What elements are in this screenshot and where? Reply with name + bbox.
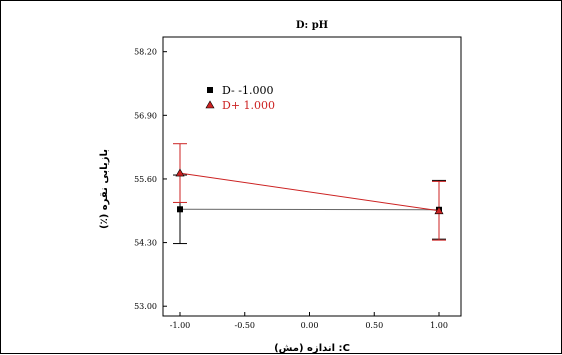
series-line (180, 173, 439, 211)
series-d-minus (173, 175, 446, 244)
legend-item: D+ 1.000 (206, 99, 275, 112)
x-tick-label: 0.00 (301, 321, 319, 330)
x-tick-label: 0.50 (365, 321, 383, 330)
chart-title: D: pH (296, 20, 328, 31)
x-axis-title: C: اندازه (مش) (274, 343, 350, 354)
y-tick-label: 56.90 (134, 111, 157, 120)
data-point (177, 206, 183, 212)
legend-label: D- -1.000 (222, 84, 273, 97)
data-point (176, 169, 184, 176)
y-tick-label: 55.60 (134, 175, 157, 184)
legend: D- -1.000 D+ 1.000 (206, 84, 275, 112)
series-layer (173, 144, 446, 244)
y-tick-label: 53.00 (134, 302, 157, 311)
x-tick-label: 1.00 (430, 321, 448, 330)
y-tick-label: 54.30 (134, 239, 157, 248)
legend-item: D- -1.000 (207, 84, 273, 97)
legend-marker (206, 101, 214, 108)
y-tick-label: 58.20 (134, 48, 157, 57)
series-d-plus (173, 144, 446, 240)
y-axis-title: بازیابی نقره (٪) (99, 149, 110, 229)
x-tick-label: -0.50 (234, 321, 255, 330)
plot-area (163, 37, 461, 316)
legend-label: D+ 1.000 (222, 99, 275, 112)
x-tick-label: -1.00 (170, 321, 191, 330)
legend-marker (207, 87, 213, 93)
